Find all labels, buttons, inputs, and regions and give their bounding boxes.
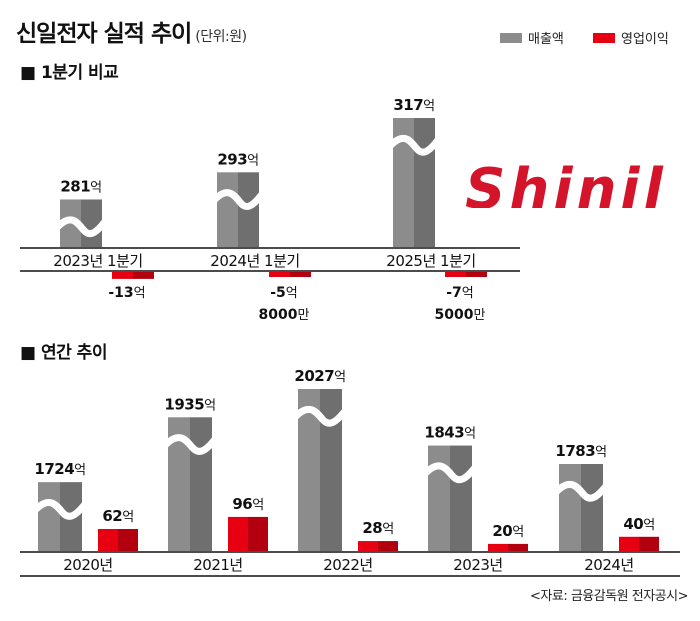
section-title-annual: ■ 연간 추이 bbox=[20, 343, 107, 363]
annual-operating-profit-bar-2 bbox=[358, 541, 398, 551]
q1-category-label-2: 2025년 1분기 bbox=[386, 252, 475, 270]
annual-revenue-bar-2-right bbox=[320, 389, 342, 551]
annual-revenue-bar-4-axis-break bbox=[552, 480, 610, 502]
annual-revenue-label-0: 1724억 bbox=[34, 460, 85, 478]
annual-operating-profit-bar-2-right bbox=[378, 541, 398, 551]
q1-operating-profit-bar-0-right bbox=[133, 272, 154, 279]
q1-revenue-bar-0-axis-break bbox=[53, 216, 109, 238]
annual-revenue-bar-0-left bbox=[38, 482, 60, 551]
section-title-quarterly: ■ 1분기 비교 bbox=[20, 63, 119, 83]
q1-operating-profit-label-2-1: 5000만 bbox=[435, 307, 486, 323]
annual-operating-profit-bar-3-right bbox=[508, 543, 528, 551]
q1-operating-profit-bar-1 bbox=[269, 272, 311, 277]
q1-operating-profit-bar-2 bbox=[445, 272, 487, 277]
unit-label: (단위:원) bbox=[195, 29, 247, 45]
annual-operating-profit-bar-4-right bbox=[639, 536, 659, 551]
source-note: <자료: 금융감독원 전자공시> bbox=[530, 589, 689, 604]
annual-revenue-bar-2 bbox=[291, 389, 349, 551]
annual-revenue-label-3: 1843억 bbox=[424, 424, 475, 442]
annual-operating-profit-bar-0-left bbox=[98, 528, 118, 551]
annual-operating-profit-bar-1-right bbox=[248, 516, 268, 551]
annual-revenue-bar-3 bbox=[421, 445, 479, 551]
logo-crop bbox=[460, 208, 680, 248]
annual-operating-profit-bar-4-left bbox=[619, 536, 639, 551]
q1-revenue-bar-1 bbox=[210, 172, 266, 247]
q1-revenue-bar-0-right bbox=[81, 199, 102, 247]
annual-revenue-bar-0-axis-break bbox=[31, 499, 89, 520]
annual-revenue-label-4: 1783억 bbox=[555, 442, 606, 460]
q1-operating-profit-bar-2-left bbox=[445, 272, 466, 277]
q1-operating-profit-bar-1-right bbox=[290, 272, 311, 277]
chart-title: 신일전자 실적 추이 (단위:원) bbox=[16, 14, 247, 48]
q1-category-label-0: 2023년 1분기 bbox=[53, 252, 142, 270]
annual-revenue-bar-2-left bbox=[298, 389, 320, 551]
annual-operating-profit-label-3: 20억 bbox=[492, 522, 523, 540]
annual-category-label-3: 2023년 bbox=[453, 556, 502, 574]
annual-operating-profit-bar-2-left bbox=[358, 541, 378, 551]
annual-operating-profit-bar-1-left bbox=[228, 516, 248, 551]
annual-revenue-bar-4-right bbox=[581, 464, 603, 551]
annual-revenue-bar-1 bbox=[161, 417, 219, 551]
annual-revenue-bar-4-left bbox=[559, 464, 581, 551]
q1-revenue-label-1: 293억 bbox=[217, 150, 258, 168]
legend-operating-profit: 영업이익 bbox=[593, 28, 669, 47]
q1-category-label-1: 2024년 1분기 bbox=[210, 252, 299, 270]
q1-revenue-label-2: 317억 bbox=[393, 96, 434, 114]
annual-category-label-0: 2020년 bbox=[63, 556, 112, 574]
q1-revenue-bar-2-right bbox=[414, 118, 435, 247]
q1-operating-profit-label-2-0: -7억 bbox=[446, 285, 474, 301]
legend-revenue: 매출액 bbox=[500, 28, 564, 47]
legend-swatch-revenue bbox=[500, 32, 522, 43]
annual-revenue-bar-2-axis-break bbox=[291, 405, 349, 427]
q1-revenue-bar-2-axis-break bbox=[386, 134, 442, 156]
annual-operating-profit-label-1: 96억 bbox=[232, 495, 263, 513]
annual-revenue-label-2: 2027억 bbox=[294, 367, 345, 385]
title-text: 신일전자 실적 추이 bbox=[16, 21, 192, 47]
annual-operating-profit-label-4: 40억 bbox=[623, 515, 654, 533]
annual-revenue-bar-1-right bbox=[190, 417, 212, 551]
annual-operating-profit-bar-0 bbox=[98, 528, 138, 551]
q1-operating-profit-label-1-1: 8000만 bbox=[259, 307, 310, 323]
q1-operating-profit-label-0-0: -13억 bbox=[108, 285, 145, 301]
q1-revenue-label-0: 281억 bbox=[60, 177, 101, 195]
q1-operating-profit-bar-2-right bbox=[466, 272, 487, 277]
q1-revenue-bar-2 bbox=[386, 118, 442, 247]
annual-category-label-1: 2021년 bbox=[193, 556, 242, 574]
q1-revenue-bar-2-left bbox=[393, 118, 414, 247]
q1-operating-profit-bar-0-left bbox=[112, 272, 133, 279]
annual-revenue-bar-1-axis-break bbox=[161, 434, 219, 455]
q1-operating-profit-label-1-0: -5억 bbox=[270, 285, 298, 301]
annual-revenue-bar-1-left bbox=[168, 417, 190, 551]
annual-revenue-bar-3-right bbox=[450, 445, 472, 551]
annual-operating-profit-bar-3 bbox=[488, 543, 528, 551]
annual-operating-profit-bar-3-left bbox=[488, 543, 508, 551]
q1-revenue-bar-0 bbox=[53, 199, 109, 247]
annual-revenue-bar-3-axis-break bbox=[421, 462, 479, 484]
annual-revenue-bar-3-left bbox=[428, 445, 450, 551]
annual-operating-profit-label-2: 28억 bbox=[362, 519, 393, 537]
annual-category-label-2: 2022년 bbox=[323, 556, 372, 574]
legend-label-revenue: 매출액 bbox=[528, 32, 564, 47]
annual-revenue-bar-0 bbox=[31, 482, 89, 551]
legend-swatch-operating-profit bbox=[593, 32, 615, 43]
annual-revenue-label-1: 1935억 bbox=[164, 395, 215, 413]
q1-operating-profit-bar-0 bbox=[112, 272, 154, 279]
annual-category-label-4: 2024년 bbox=[584, 556, 633, 574]
q1-operating-profit-bar-1-left bbox=[269, 272, 290, 277]
annual-operating-profit-bar-4 bbox=[619, 536, 659, 551]
q1-revenue-bar-1-axis-break bbox=[210, 189, 266, 210]
annual-revenue-bar-4 bbox=[552, 464, 610, 551]
legend-label-operating-profit: 영업이익 bbox=[621, 32, 669, 47]
annual-operating-profit-bar-1 bbox=[228, 516, 268, 551]
q1-revenue-bar-1-left bbox=[217, 172, 238, 247]
annual-operating-profit-label-0: 62억 bbox=[102, 507, 133, 525]
annual-operating-profit-bar-0-right bbox=[118, 528, 138, 551]
